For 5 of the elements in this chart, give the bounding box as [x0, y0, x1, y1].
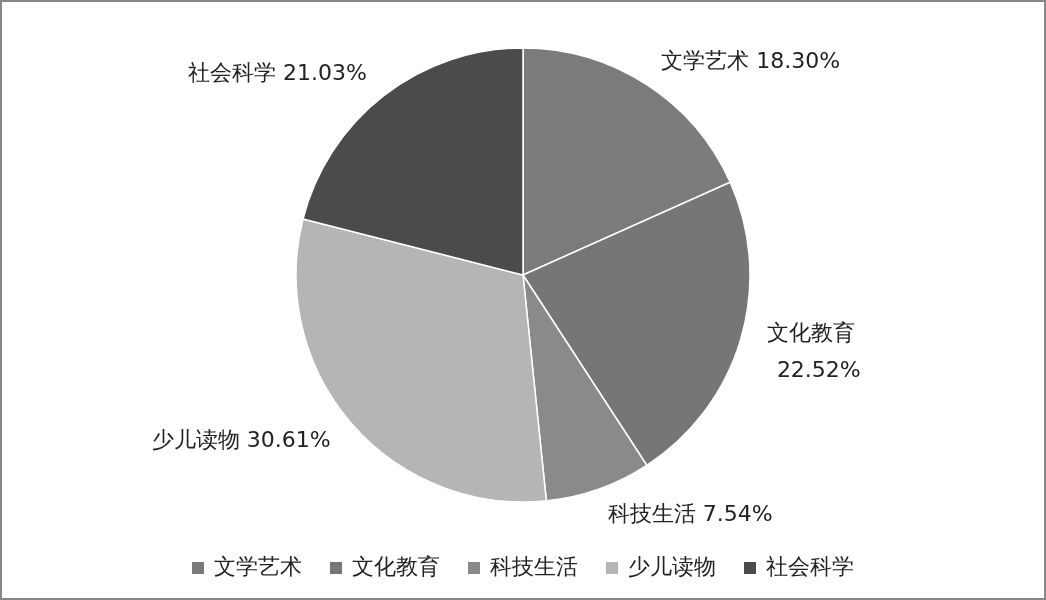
- legend-label: 文化教育: [352, 554, 440, 579]
- legend-label: 少儿读物: [628, 554, 716, 579]
- legend-label: 文学艺术: [214, 554, 302, 579]
- legend-label: 科技生活: [490, 554, 578, 579]
- legend-label: 社会科学: [766, 554, 854, 579]
